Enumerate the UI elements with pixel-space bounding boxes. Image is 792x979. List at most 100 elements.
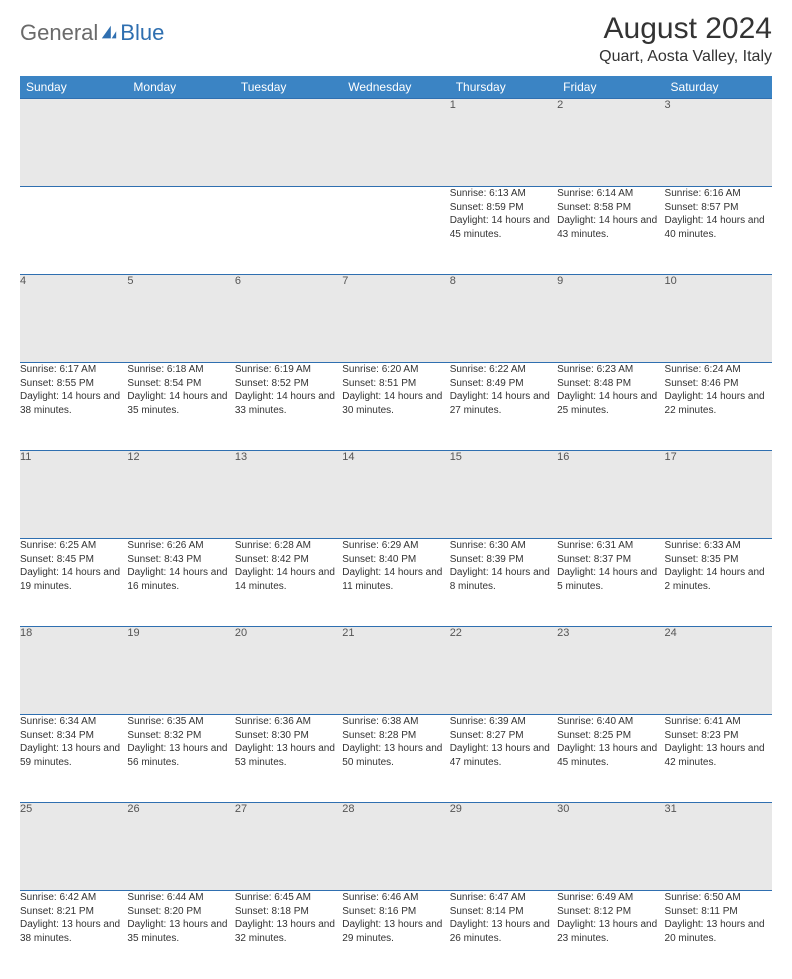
day-content-cell: Sunrise: 6:44 AMSunset: 8:20 PMDaylight:… <box>127 891 234 979</box>
daylight-line: Daylight: 13 hours and 45 minutes. <box>557 742 664 769</box>
day-number-cell: 4 <box>20 275 127 363</box>
day-content-cell: Sunrise: 6:42 AMSunset: 8:21 PMDaylight:… <box>20 891 127 979</box>
daylight-line: Daylight: 13 hours and 38 minutes. <box>20 918 127 945</box>
day-content-cell: Sunrise: 6:39 AMSunset: 8:27 PMDaylight:… <box>450 715 557 803</box>
day-content-cell: Sunrise: 6:24 AMSunset: 8:46 PMDaylight:… <box>665 363 772 451</box>
sunrise-line: Sunrise: 6:46 AM <box>342 891 449 905</box>
daylight-line: Daylight: 14 hours and 25 minutes. <box>557 390 664 417</box>
sunset-line: Sunset: 8:34 PM <box>20 729 127 743</box>
day-number-cell: 11 <box>20 451 127 539</box>
sunrise-line: Sunrise: 6:16 AM <box>665 187 772 201</box>
sunset-line: Sunset: 8:57 PM <box>665 201 772 215</box>
page-header: General Blue August 2024 Quart, Aosta Va… <box>20 12 772 66</box>
sunrise-line: Sunrise: 6:36 AM <box>235 715 342 729</box>
day-number-cell: 7 <box>342 275 449 363</box>
day-content-cell: Sunrise: 6:38 AMSunset: 8:28 PMDaylight:… <box>342 715 449 803</box>
sunrise-line: Sunrise: 6:47 AM <box>450 891 557 905</box>
daylight-line: Daylight: 14 hours and 38 minutes. <box>20 390 127 417</box>
sunrise-line: Sunrise: 6:14 AM <box>557 187 664 201</box>
daylight-line: Daylight: 13 hours and 50 minutes. <box>342 742 449 769</box>
day-content-cell: Sunrise: 6:33 AMSunset: 8:35 PMDaylight:… <box>665 539 772 627</box>
day-content-cell: Sunrise: 6:17 AMSunset: 8:55 PMDaylight:… <box>20 363 127 451</box>
daylight-line: Daylight: 14 hours and 8 minutes. <box>450 566 557 593</box>
location-label: Quart, Aosta Valley, Italy <box>599 48 772 66</box>
daylight-line: Daylight: 13 hours and 23 minutes. <box>557 918 664 945</box>
day-content-cell: Sunrise: 6:25 AMSunset: 8:45 PMDaylight:… <box>20 539 127 627</box>
sail-icon <box>100 24 118 42</box>
day-content-row: Sunrise: 6:42 AMSunset: 8:21 PMDaylight:… <box>20 891 772 979</box>
day-content-cell <box>20 187 127 275</box>
sunrise-line: Sunrise: 6:39 AM <box>450 715 557 729</box>
sunset-line: Sunset: 8:52 PM <box>235 377 342 391</box>
sunrise-line: Sunrise: 6:35 AM <box>127 715 234 729</box>
day-content-row: Sunrise: 6:17 AMSunset: 8:55 PMDaylight:… <box>20 363 772 451</box>
day-number-cell <box>342 99 449 187</box>
day-number-cell: 5 <box>127 275 234 363</box>
calendar-header-row: SundayMondayTuesdayWednesdayThursdayFrid… <box>20 76 772 99</box>
day-number-cell: 2 <box>557 99 664 187</box>
sunrise-line: Sunrise: 6:41 AM <box>665 715 772 729</box>
daylight-line: Daylight: 14 hours and 19 minutes. <box>20 566 127 593</box>
column-header: Tuesday <box>235 76 342 99</box>
sunset-line: Sunset: 8:12 PM <box>557 905 664 919</box>
day-number-cell: 9 <box>557 275 664 363</box>
day-number-cell <box>235 99 342 187</box>
sunset-line: Sunset: 8:51 PM <box>342 377 449 391</box>
day-content-row: Sunrise: 6:13 AMSunset: 8:59 PMDaylight:… <box>20 187 772 275</box>
day-number-cell <box>20 99 127 187</box>
daylight-line: Daylight: 14 hours and 27 minutes. <box>450 390 557 417</box>
day-number-cell: 14 <box>342 451 449 539</box>
sunset-line: Sunset: 8:20 PM <box>127 905 234 919</box>
day-number-cell: 12 <box>127 451 234 539</box>
daylight-line: Daylight: 13 hours and 42 minutes. <box>665 742 772 769</box>
day-content-cell <box>127 187 234 275</box>
sunrise-line: Sunrise: 6:45 AM <box>235 891 342 905</box>
sunset-line: Sunset: 8:46 PM <box>665 377 772 391</box>
sunset-line: Sunset: 8:21 PM <box>20 905 127 919</box>
column-header: Monday <box>127 76 234 99</box>
sunrise-line: Sunrise: 6:19 AM <box>235 363 342 377</box>
sunrise-line: Sunrise: 6:34 AM <box>20 715 127 729</box>
day-content-cell: Sunrise: 6:31 AMSunset: 8:37 PMDaylight:… <box>557 539 664 627</box>
daylight-line: Daylight: 14 hours and 43 minutes. <box>557 214 664 241</box>
day-number-cell: 30 <box>557 803 664 891</box>
daylight-line: Daylight: 13 hours and 35 minutes. <box>127 918 234 945</box>
month-title: August 2024 <box>599 12 772 46</box>
daylight-line: Daylight: 13 hours and 32 minutes. <box>235 918 342 945</box>
sunrise-line: Sunrise: 6:44 AM <box>127 891 234 905</box>
sunrise-line: Sunrise: 6:28 AM <box>235 539 342 553</box>
day-number-row: 45678910 <box>20 275 772 363</box>
day-number-cell: 13 <box>235 451 342 539</box>
sunset-line: Sunset: 8:16 PM <box>342 905 449 919</box>
day-content-cell: Sunrise: 6:36 AMSunset: 8:30 PMDaylight:… <box>235 715 342 803</box>
calendar-table: SundayMondayTuesdayWednesdayThursdayFrid… <box>20 76 772 979</box>
day-content-cell: Sunrise: 6:40 AMSunset: 8:25 PMDaylight:… <box>557 715 664 803</box>
day-number-cell: 6 <box>235 275 342 363</box>
column-header: Thursday <box>450 76 557 99</box>
day-content-cell: Sunrise: 6:18 AMSunset: 8:54 PMDaylight:… <box>127 363 234 451</box>
sunrise-line: Sunrise: 6:24 AM <box>665 363 772 377</box>
brand-logo: General Blue <box>20 20 164 46</box>
day-number-cell: 24 <box>665 627 772 715</box>
day-content-cell: Sunrise: 6:29 AMSunset: 8:40 PMDaylight:… <box>342 539 449 627</box>
day-number-cell: 20 <box>235 627 342 715</box>
sunset-line: Sunset: 8:11 PM <box>665 905 772 919</box>
day-content-cell: Sunrise: 6:49 AMSunset: 8:12 PMDaylight:… <box>557 891 664 979</box>
day-content-row: Sunrise: 6:34 AMSunset: 8:34 PM Daylight:… <box>20 715 772 803</box>
daylight-line: Daylight: 14 hours and 11 minutes. <box>342 566 449 593</box>
day-content-row: Sunrise: 6:25 AMSunset: 8:45 PMDaylight:… <box>20 539 772 627</box>
day-number-cell: 1 <box>450 99 557 187</box>
sunrise-line: Sunrise: 6:18 AM <box>127 363 234 377</box>
day-content-cell: Sunrise: 6:13 AMSunset: 8:59 PMDaylight:… <box>450 187 557 275</box>
sunrise-line: Sunrise: 6:50 AM <box>665 891 772 905</box>
day-content-cell: Sunrise: 6:34 AMSunset: 8:34 PMDaylight:… <box>20 715 127 803</box>
daylight-line: Daylight: 14 hours and 2 minutes. <box>665 566 772 593</box>
day-number-cell: 31 <box>665 803 772 891</box>
sunset-line: Sunset: 8:45 PM <box>20 553 127 567</box>
day-content-cell: Sunrise: 6:35 AMSunset: 8:32 PMDaylight:… <box>127 715 234 803</box>
brand-word-blue: Blue <box>120 20 164 46</box>
sunrise-line: Sunrise: 6:20 AM <box>342 363 449 377</box>
column-header: Wednesday <box>342 76 449 99</box>
sunrise-line: Sunrise: 6:49 AM <box>557 891 664 905</box>
brand-word-general: General <box>20 20 98 46</box>
